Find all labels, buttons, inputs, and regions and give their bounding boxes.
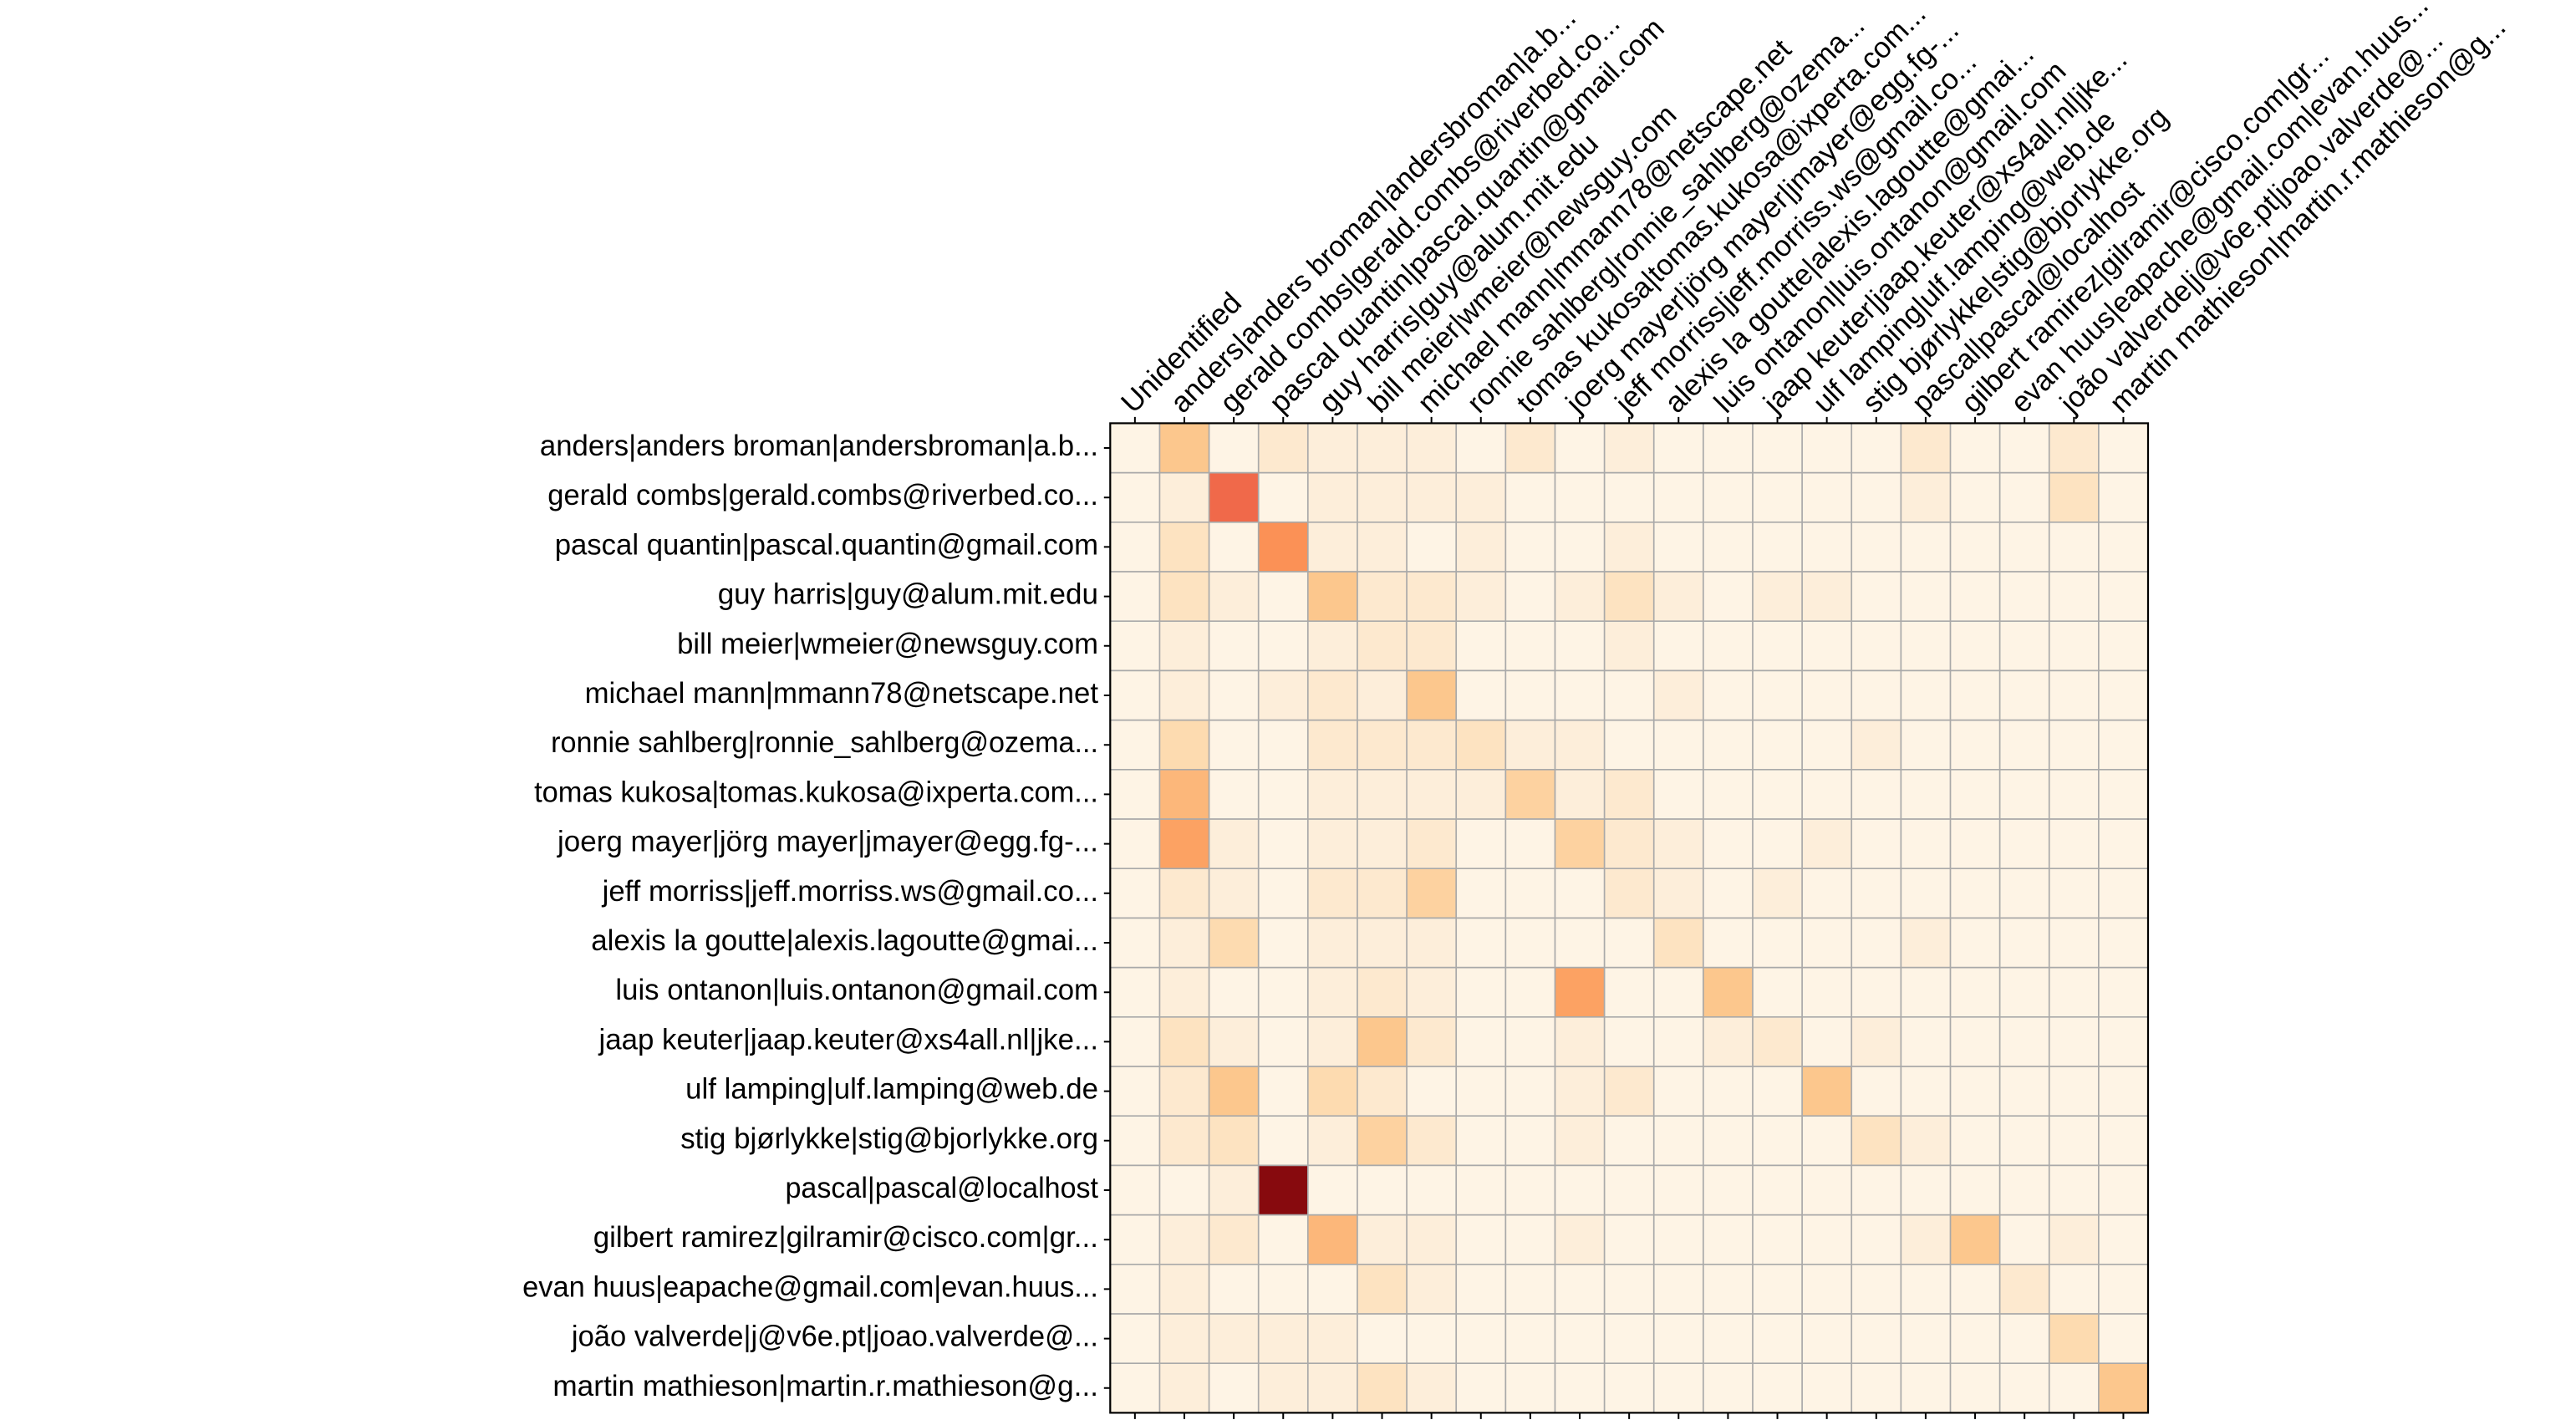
svg-text:ulf lamping|ulf.lamping@web.de: ulf lamping|ulf.lamping@web.de [685,1073,1098,1106]
svg-text:tomas kukosa|tomas.kukosa@ixpe: tomas kukosa|tomas.kukosa@ixperta.com... [534,776,1098,808]
svg-text:jaap keuter|jaap.keuter@xs4all: jaap keuter|jaap.keuter@xs4all.nl|jke... [598,1023,1098,1056]
svg-text:michael mann|mmann78@netscape.: michael mann|mmann78@netscape.net [585,677,1099,710]
svg-text:stig bjørlykke|stig@bjorlykke.: stig bjørlykke|stig@bjorlykke.org [680,1122,1098,1155]
svg-text:guy harris|guy@alum.mit.edu: guy harris|guy@alum.mit.edu [718,578,1098,611]
svg-text:anders|anders broman|andersbro: anders|anders broman|andersbroman|a.b... [540,430,1098,462]
svg-text:jeff morriss|jeff.morriss.ws@g: jeff morriss|jeff.morriss.ws@gmail.co... [602,875,1098,908]
svg-text:ronnie sahlberg|ronnie_sahlber: ronnie sahlberg|ronnie_sahlberg@ozema... [551,726,1098,759]
svg-text:martin mathieson|martin.r.math: martin mathieson|martin.r.mathieson@g... [552,1370,1098,1402]
svg-text:pascal|pascal@localhost: pascal|pascal@localhost [786,1172,1099,1204]
svg-text:alexis la goutte|alexis.lagout: alexis la goutte|alexis.lagoutte@gmai... [591,924,1098,957]
svg-text:gilbert ramirez|gilramir@cisco: gilbert ramirez|gilramir@cisco.com|gr... [593,1221,1098,1254]
svg-text:joerg mayer|jörg mayer|jmayer@: joerg mayer|jörg mayer|jmayer@egg.fg-... [557,826,1098,858]
svg-text:gerald combs|gerald.combs@rive: gerald combs|gerald.combs@riverbed.co... [547,479,1098,511]
svg-text:pascal quantin|pascal.quantin@: pascal quantin|pascal.quantin@gmail.com [555,528,1098,561]
svg-text:bill meier|wmeier@newsguy.com: bill meier|wmeier@newsguy.com [677,628,1098,660]
svg-text:evan huus|eapache@gmail.com|ev: evan huus|eapache@gmail.com|evan.huus... [522,1270,1098,1303]
svg-text:joão valverde|j@v6e.pt|joao.va: joão valverde|j@v6e.pt|joao.valverde@... [571,1321,1098,1353]
svg-text:luis ontanon|luis.ontanon@gmai: luis ontanon|luis.ontanon@gmail.com [615,974,1098,1006]
